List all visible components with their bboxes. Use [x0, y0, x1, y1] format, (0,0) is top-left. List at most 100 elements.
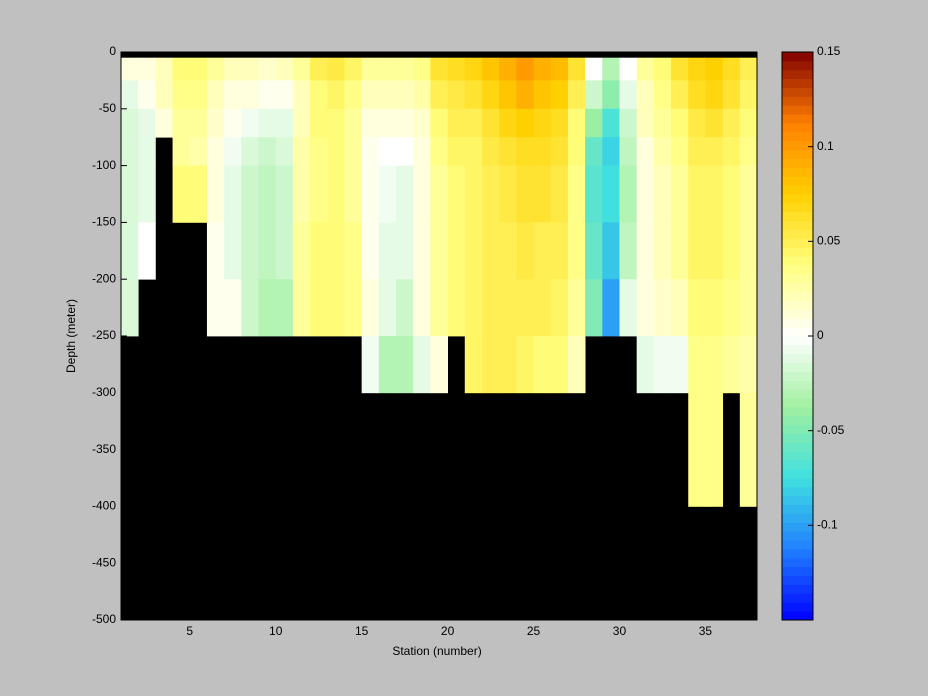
cell [344, 80, 363, 110]
cell [671, 222, 689, 280]
colorbar-step [782, 114, 813, 124]
colorbar-step [782, 478, 813, 488]
y-tick-label: -450 [92, 555, 116, 569]
colorbar-step [782, 309, 813, 319]
cell [550, 222, 569, 280]
cell [499, 336, 517, 394]
cell [275, 279, 294, 337]
cell [447, 222, 466, 280]
colorbar-step [782, 256, 813, 266]
cell [619, 165, 638, 223]
colorbar-step [782, 238, 813, 248]
cell [705, 137, 724, 166]
cell [206, 165, 225, 223]
colorbar-step [782, 202, 813, 213]
cell [361, 57, 380, 81]
cell [688, 336, 706, 394]
cell [241, 165, 259, 223]
colorbar-step [782, 442, 813, 452]
cell [378, 137, 397, 166]
cell [464, 108, 483, 138]
cell [550, 80, 569, 110]
colorbar-step [782, 451, 813, 461]
cell [275, 165, 294, 223]
cell [224, 279, 242, 337]
colorbar-step [782, 362, 813, 372]
cell [499, 165, 517, 223]
colorbar-step [782, 495, 813, 506]
colorbar-step [782, 52, 813, 62]
cell [172, 165, 191, 223]
y-tick-label: -250 [92, 328, 116, 342]
cell [241, 222, 259, 280]
colorbar-step [782, 593, 813, 603]
cell [481, 222, 500, 280]
cell [378, 336, 397, 394]
cell [722, 80, 741, 110]
colorbar-step [782, 540, 813, 550]
cell [310, 279, 328, 337]
cell [172, 57, 191, 81]
colorbar-tick-label: 0.05 [817, 234, 841, 248]
cell [138, 222, 156, 280]
colorbar-step [782, 486, 813, 497]
cell [653, 57, 672, 81]
cell [671, 80, 689, 110]
cell [550, 108, 569, 138]
colorbar-step [782, 353, 813, 364]
cell [138, 165, 156, 223]
colorbar-step [782, 131, 813, 142]
cell [396, 165, 414, 223]
cell [224, 108, 242, 138]
cell [722, 137, 741, 166]
cell [585, 80, 603, 110]
cell [739, 392, 758, 507]
cell [344, 137, 363, 166]
cell [636, 57, 655, 81]
cell [206, 57, 225, 81]
colorbar-step [782, 460, 813, 470]
cell [671, 137, 689, 166]
cell [413, 57, 431, 81]
cell [224, 165, 242, 223]
cell [121, 80, 139, 110]
cell [567, 80, 586, 110]
cell [516, 165, 534, 223]
cell [602, 108, 620, 138]
cell [739, 80, 758, 110]
cell [172, 108, 191, 138]
cell [275, 137, 294, 166]
colorbar-tick-label: -0.05 [817, 423, 845, 437]
cell [378, 279, 397, 337]
cell [653, 336, 672, 394]
colorbar-tick-label: 0 [817, 328, 824, 342]
cell [138, 137, 156, 166]
cell [567, 165, 586, 223]
cell [533, 222, 552, 280]
cell [378, 57, 397, 81]
cell [310, 57, 328, 81]
cell [396, 222, 414, 280]
cell [241, 57, 259, 81]
colorbar-step [782, 566, 813, 577]
colorbar-step [782, 194, 813, 204]
cell [396, 80, 414, 110]
cell [516, 336, 534, 394]
colorbar-step [782, 105, 813, 115]
cell [705, 336, 724, 394]
cell [189, 80, 208, 110]
cell [722, 222, 741, 280]
colorbar-step [782, 336, 813, 346]
colorbar-step [782, 380, 813, 390]
colorbar-step [782, 78, 813, 88]
x-tick-label: 15 [355, 624, 369, 638]
cell [447, 108, 466, 138]
cell [361, 108, 380, 138]
cell [550, 137, 569, 166]
cell [361, 222, 380, 280]
cell [585, 108, 603, 138]
cell [396, 279, 414, 337]
cell [241, 80, 259, 110]
cell [688, 279, 706, 337]
cell [585, 165, 603, 223]
